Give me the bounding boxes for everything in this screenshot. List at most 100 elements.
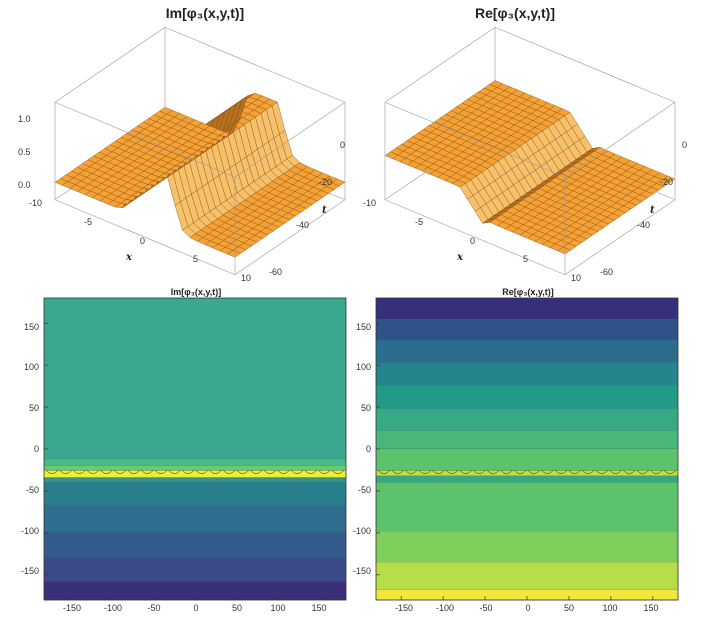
contour-band xyxy=(44,482,346,507)
plot3-y-tick: -150 xyxy=(21,566,39,576)
ripple-contour xyxy=(154,470,168,474)
plot3-x-tick: 100 xyxy=(270,603,285,613)
frame-edge xyxy=(234,199,346,275)
plot2-x-tick: 10 xyxy=(571,273,581,283)
ripple-contour xyxy=(650,470,663,474)
ripple-contour xyxy=(595,470,609,474)
plot2-t-tick: 0 xyxy=(682,140,687,150)
ripple-contour xyxy=(622,470,636,474)
ripple-contour xyxy=(318,470,331,474)
plot3-x-tick: -100 xyxy=(104,603,122,613)
ripple-contour xyxy=(527,470,540,474)
plot4-y-tick: 100 xyxy=(356,362,371,372)
plot2-t-tick: -20 xyxy=(660,177,673,187)
plot4-y-tick: -100 xyxy=(353,526,371,536)
ripple-contour xyxy=(554,470,568,474)
plot4-y-ticks: 150 100 50 0 -50 -100 -150 xyxy=(353,322,371,576)
density-plot-im xyxy=(43,297,347,601)
contour-band xyxy=(376,362,678,386)
plot1-z-tick: 1.0 xyxy=(18,114,31,124)
contour-band xyxy=(376,408,678,431)
plot3-y-tick: 100 xyxy=(24,362,39,372)
contour-band xyxy=(44,532,346,559)
frame-edge xyxy=(564,199,676,275)
plot3-y-tick: 150 xyxy=(24,322,39,332)
ripple-contour xyxy=(250,470,263,474)
plot4-title: Re[φ₃(x,y,t)] xyxy=(502,287,553,297)
frame-edge xyxy=(494,26,676,103)
ripple-contour xyxy=(168,470,181,474)
frame-edge xyxy=(164,26,346,103)
plot3-y-tick: 0 xyxy=(34,444,39,454)
plot1-t-tick: -60 xyxy=(269,267,282,277)
ripple-contour xyxy=(290,470,304,474)
contour-band xyxy=(44,470,346,478)
plot3-x-tick: 0 xyxy=(193,603,198,613)
ripple-contour xyxy=(568,470,581,474)
plot3-title: Im[φ₃(x,y,t)] xyxy=(171,287,221,297)
contour-band xyxy=(376,470,678,476)
plot2-x-tick: -5 xyxy=(415,217,423,227)
plot3-x-tick: -50 xyxy=(147,603,160,613)
plot3-y-ticks: 150 100 50 0 -50 -100 -150 xyxy=(21,322,39,576)
ripple-contour xyxy=(459,470,472,474)
plot4-x-tick: -150 xyxy=(395,603,413,613)
plot1-z-ticks: 1.0 0.5 0.0 xyxy=(18,114,31,190)
plot1-x-tick: -10 xyxy=(29,198,42,208)
plot2-x-ticks: -10 -5 0 5 10 xyxy=(363,198,581,283)
ripple-contour xyxy=(86,470,100,474)
ripple-contour xyxy=(277,470,290,474)
contour-band xyxy=(376,449,678,471)
plot1-x-tick: -5 xyxy=(84,217,92,227)
plot1-x-ticks: -10 -5 0 5 10 xyxy=(29,198,251,283)
plot1-x-tick: 5 xyxy=(193,254,198,264)
plot3-y-tick: 50 xyxy=(29,403,39,413)
frame-edge xyxy=(234,102,346,178)
ripple-contour xyxy=(636,470,649,474)
contour-band xyxy=(376,475,678,483)
plot1-t-tick: -20 xyxy=(319,177,332,187)
plot4-x-ticks: -150 -100 -50 0 50 100 150 xyxy=(395,603,659,613)
ripple-contour xyxy=(514,470,527,474)
plot3-x-tick: 150 xyxy=(311,603,326,613)
plot4-x-tick: 150 xyxy=(643,603,658,613)
frame-edge xyxy=(564,102,676,178)
plot4-y-tick: 150 xyxy=(356,322,371,332)
ripple-contour xyxy=(127,470,140,474)
plot1-t-tick: 0 xyxy=(340,140,345,150)
ripple-contour xyxy=(405,470,418,474)
contour-band xyxy=(376,589,678,600)
contour-band xyxy=(376,482,678,532)
contour-band xyxy=(376,318,678,340)
plot2-title: Re[φ₃(x,y,t)] xyxy=(475,5,555,21)
ripple-contour xyxy=(418,470,432,474)
plot1-t-tick: -40 xyxy=(296,220,309,230)
surface-plot-re xyxy=(384,26,676,276)
contour-band xyxy=(376,430,678,449)
plot2-x-tick: 0 xyxy=(470,236,475,246)
plot1-x-tick: 10 xyxy=(241,273,251,283)
plot1-z-tick: 0.5 xyxy=(18,147,31,157)
plot2-t-label: t xyxy=(650,205,655,216)
ripple-contour xyxy=(486,470,500,474)
ripple-contour xyxy=(331,470,345,474)
contour-band xyxy=(44,298,346,460)
plot2-x-tick: 5 xyxy=(523,254,528,264)
frame-edge xyxy=(384,27,496,103)
plot4-y-tick: 50 xyxy=(361,403,371,413)
contour-band xyxy=(44,581,346,600)
ripple-contour xyxy=(263,470,277,474)
ripple-contour xyxy=(141,470,154,474)
ripple-contour xyxy=(236,470,249,474)
ripple-contour xyxy=(113,470,127,474)
plot3-x-ticks: -150 -100 -50 0 50 100 150 xyxy=(63,603,327,613)
plot1-x-tick: 0 xyxy=(140,236,145,246)
ripple-contour xyxy=(45,470,59,474)
plot1-t-ticks: 0 -20 -40 -60 xyxy=(269,140,345,277)
plot3-y-tick: -50 xyxy=(26,485,39,495)
plot1-t-label: t xyxy=(322,205,327,216)
plot1-title: Im[φ₃(x,y,t)] xyxy=(166,5,244,21)
contour-band xyxy=(44,558,346,582)
plot4-y-tick: -50 xyxy=(358,485,371,495)
